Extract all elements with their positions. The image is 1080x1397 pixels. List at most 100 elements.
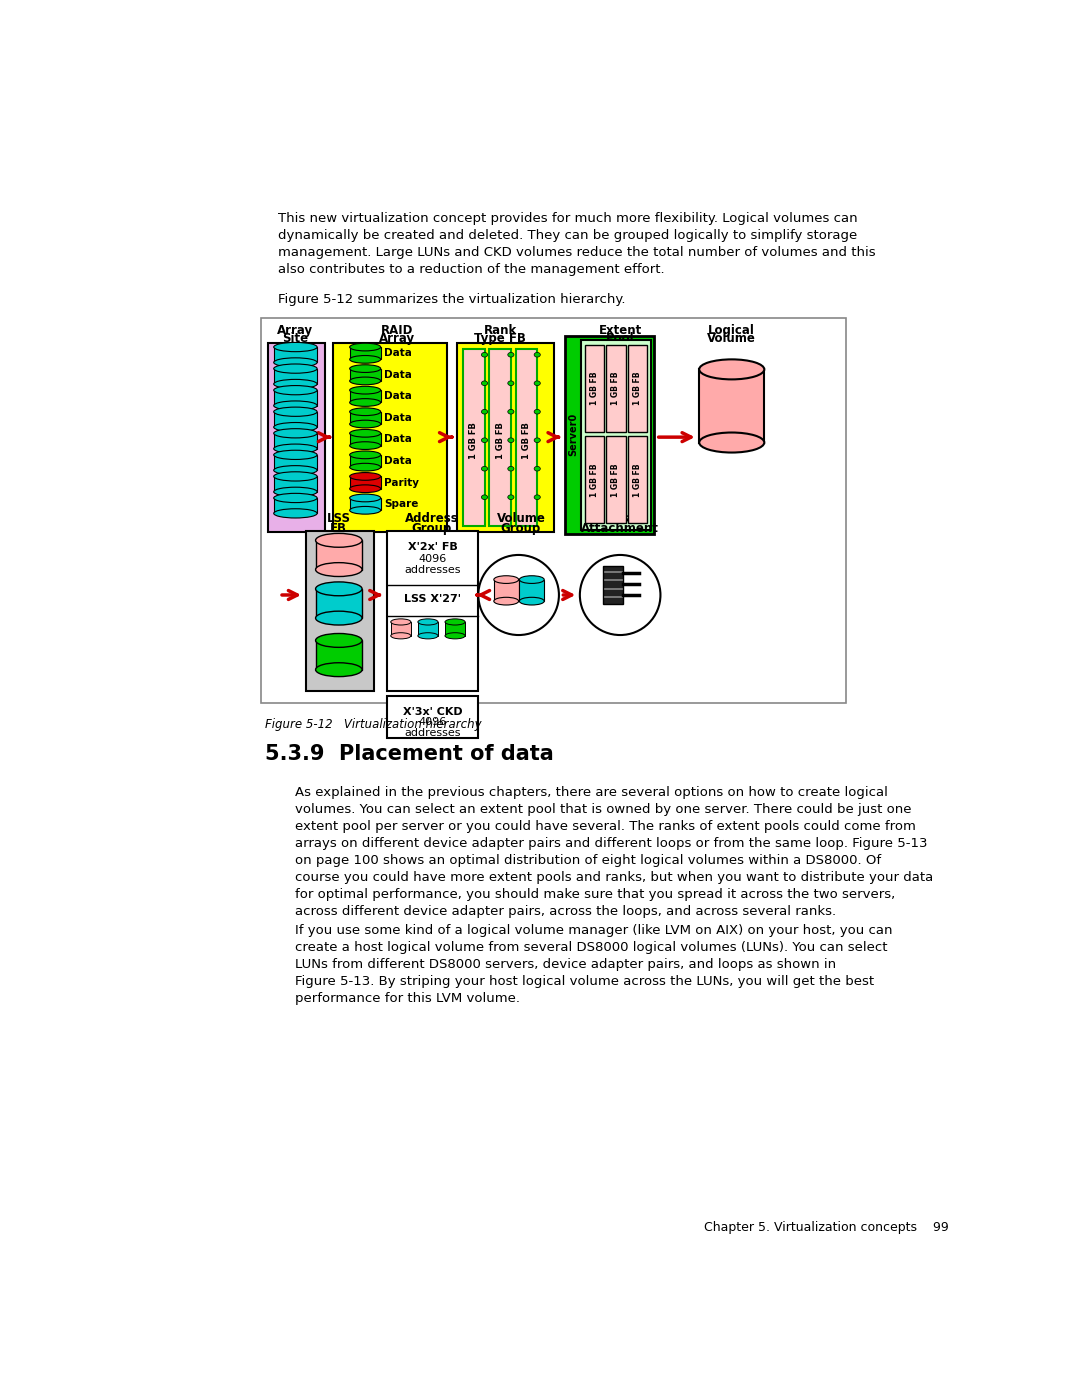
Bar: [333, 344, 447, 532]
Ellipse shape: [350, 344, 380, 351]
Ellipse shape: [273, 380, 318, 388]
Bar: [273, 433, 318, 448]
Ellipse shape: [535, 352, 540, 358]
Ellipse shape: [535, 381, 540, 386]
Bar: [273, 455, 318, 471]
Ellipse shape: [350, 365, 380, 373]
Bar: [387, 531, 478, 692]
Text: 1 GB FB: 1 GB FB: [496, 422, 504, 460]
Text: Server0: Server0: [569, 414, 579, 457]
Text: 1 GB FB: 1 GB FB: [611, 372, 620, 405]
Ellipse shape: [508, 437, 514, 443]
Ellipse shape: [482, 467, 488, 471]
Ellipse shape: [445, 619, 465, 624]
Text: 1 GB FB: 1 GB FB: [522, 422, 531, 460]
Ellipse shape: [535, 409, 540, 414]
Text: This new virtualization concept provides for much more flexibility. Logical volu: This new virtualization concept provides…: [279, 212, 876, 277]
Text: Data: Data: [383, 434, 411, 444]
Ellipse shape: [273, 407, 318, 416]
Text: 1 GB FB: 1 GB FB: [633, 464, 643, 496]
Bar: [268, 344, 325, 532]
Bar: [606, 436, 625, 524]
Bar: [606, 345, 625, 432]
Bar: [463, 349, 485, 525]
Ellipse shape: [350, 495, 380, 502]
Ellipse shape: [391, 619, 410, 624]
Text: 4096: 4096: [418, 718, 447, 728]
Text: Array: Array: [379, 332, 415, 345]
Bar: [273, 497, 318, 513]
Ellipse shape: [508, 409, 514, 414]
Ellipse shape: [273, 422, 318, 432]
Bar: [350, 390, 380, 402]
Text: Array: Array: [278, 324, 313, 337]
Bar: [273, 390, 318, 405]
Text: Site: Site: [282, 332, 309, 345]
Ellipse shape: [315, 662, 362, 676]
Ellipse shape: [315, 610, 362, 624]
Ellipse shape: [350, 387, 380, 394]
Text: Volume: Volume: [707, 332, 756, 345]
Ellipse shape: [315, 534, 362, 548]
Text: X'3x' CKD: X'3x' CKD: [403, 707, 462, 717]
Circle shape: [580, 555, 661, 636]
Bar: [489, 349, 511, 525]
Text: Data: Data: [383, 414, 411, 423]
Text: RAID: RAID: [381, 324, 414, 337]
Bar: [584, 436, 604, 524]
Bar: [261, 317, 847, 703]
Text: Volume: Volume: [497, 511, 545, 525]
Bar: [350, 476, 380, 489]
Ellipse shape: [699, 359, 765, 380]
Ellipse shape: [482, 352, 488, 358]
Text: Data: Data: [383, 391, 411, 401]
Ellipse shape: [445, 633, 465, 638]
Text: As explained in the previous chapters, there are several options on how to creat: As explained in the previous chapters, t…: [296, 787, 934, 918]
Text: 1 GB FB: 1 GB FB: [633, 372, 643, 405]
Ellipse shape: [350, 441, 380, 450]
Ellipse shape: [273, 342, 318, 352]
Ellipse shape: [508, 381, 514, 386]
Ellipse shape: [273, 488, 318, 496]
Bar: [581, 339, 651, 529]
Bar: [387, 696, 478, 738]
Ellipse shape: [508, 495, 514, 500]
Text: Data: Data: [383, 348, 411, 358]
Bar: [315, 640, 362, 669]
Ellipse shape: [350, 451, 380, 458]
Ellipse shape: [494, 576, 518, 584]
Ellipse shape: [273, 444, 318, 453]
Ellipse shape: [273, 429, 318, 437]
Text: Spare: Spare: [383, 499, 418, 509]
Ellipse shape: [273, 386, 318, 395]
Ellipse shape: [350, 355, 380, 363]
Text: FB: FB: [330, 522, 348, 535]
Bar: [350, 412, 380, 425]
Bar: [273, 476, 318, 492]
Ellipse shape: [350, 464, 380, 471]
Ellipse shape: [350, 507, 380, 514]
Text: 1 GB FB: 1 GB FB: [611, 464, 620, 496]
Bar: [519, 580, 544, 601]
Bar: [273, 346, 318, 362]
Ellipse shape: [482, 409, 488, 414]
Ellipse shape: [699, 433, 765, 453]
Bar: [445, 622, 465, 636]
Text: Data: Data: [383, 455, 411, 467]
Text: 4096: 4096: [418, 555, 447, 564]
Ellipse shape: [315, 583, 362, 595]
Bar: [306, 531, 374, 692]
Ellipse shape: [273, 509, 318, 518]
Text: Group: Group: [411, 522, 451, 535]
Bar: [565, 335, 654, 534]
Text: Figure 5-12   Virtualization hierarchy: Figure 5-12 Virtualization hierarchy: [266, 718, 482, 731]
Ellipse shape: [418, 619, 438, 624]
Text: LSS: LSS: [327, 511, 351, 525]
Text: addresses: addresses: [404, 728, 461, 738]
Text: Data: Data: [383, 370, 411, 380]
Ellipse shape: [273, 365, 318, 373]
Text: Attachment: Attachment: [581, 522, 659, 535]
Ellipse shape: [482, 495, 488, 500]
Bar: [391, 622, 410, 636]
Text: Extent: Extent: [598, 324, 642, 337]
